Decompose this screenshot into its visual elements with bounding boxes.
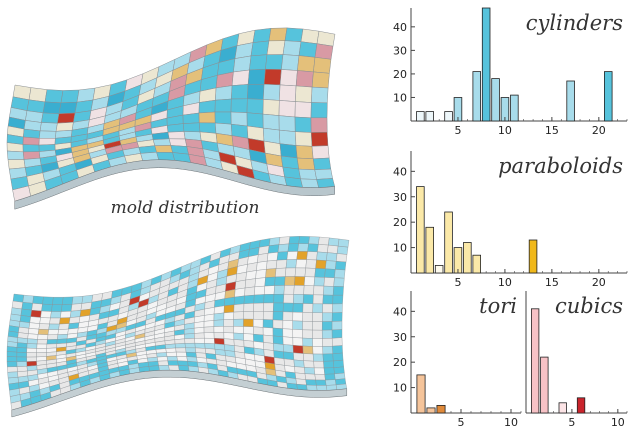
bar-paraboloids-3 [434, 264, 444, 274]
bar-cylinders-2 [425, 111, 434, 122]
y-tick-label: 40 [393, 21, 407, 34]
bar-cylinders-17 [566, 80, 575, 122]
x-tick-label: 20 [592, 124, 606, 137]
y-tick-label: 10 [393, 91, 407, 104]
bar-cubics-1 [531, 308, 540, 414]
mold-surface-coarse [6, 27, 336, 210]
histogram-cubics: 5 10 cubics [525, 291, 628, 429]
y-tick-label: 30 [393, 44, 407, 57]
bar-paraboloids-2 [425, 226, 434, 274]
bar-cylinders-21 [604, 71, 613, 122]
bar-cylinders-1 [416, 111, 425, 122]
x-tick-label: 10 [498, 276, 512, 289]
surface-edge [14, 159, 335, 210]
y-tick-label: 10 [393, 382, 407, 395]
x-tick-label: 5 [454, 124, 461, 137]
y-tick-label: 40 [393, 165, 407, 178]
y-tick-label: 20 [393, 356, 407, 369]
x-tick-label: 5 [568, 416, 575, 429]
bar-tori-2 [426, 407, 436, 414]
bar-cylinders-7 [472, 71, 481, 122]
bar-tori-1 [416, 374, 426, 414]
bar-cubics-2 [540, 356, 549, 414]
x-tick-label: 10 [611, 416, 625, 429]
y-tick-label: 10 [393, 242, 407, 255]
bar-cubics-6 [576, 397, 586, 414]
bar-paraboloids-7 [472, 254, 481, 274]
bar-paraboloids-1 [416, 186, 425, 274]
chart-title-cubics: cubics [555, 294, 623, 318]
y-tick-label: 20 [393, 68, 407, 81]
bar-paraboloids-6 [463, 242, 472, 274]
y-tick-label: 20 [393, 216, 407, 229]
histogram-cylinders: 5 10 15 20 10 20 30 40 cylinders [393, 7, 628, 137]
chart-title-cylinders: cylinders [526, 11, 623, 35]
surface-cells [6, 27, 336, 202]
x-tick-label: 10 [504, 416, 518, 429]
mold-surface-fine [6, 236, 350, 418]
x-tick-label: 15 [545, 124, 559, 137]
bar-cylinders-9 [491, 78, 500, 122]
surface-edge [11, 369, 348, 418]
y-tick-label: 30 [393, 191, 407, 204]
x-tick-label: 5 [458, 416, 465, 429]
x-tick-label: 10 [498, 124, 512, 137]
chart-title-tori: tori [479, 294, 517, 318]
bar-tori-3 [436, 404, 446, 414]
bar-paraboloids-4 [444, 211, 453, 274]
bar-cylinders-8 [481, 7, 491, 122]
caption: mold distribution [110, 198, 260, 218]
histogram-paraboloids: 5 10 15 20 10 20 30 40 paraboloids [393, 151, 628, 289]
surface-cells [6, 236, 350, 411]
x-tick-label: 15 [545, 276, 559, 289]
chart-title-paraboloids: paraboloids [498, 154, 623, 178]
bar-cylinders-11 [510, 94, 519, 122]
y-tick-label: 30 [393, 331, 407, 344]
x-tick-label: 20 [592, 276, 606, 289]
bar-cylinders-4 [444, 111, 453, 122]
bar-cubics-4 [558, 402, 567, 414]
y-tick-label: 40 [393, 305, 407, 318]
x-tick-label: 5 [454, 276, 461, 289]
bar-paraboloids-13 [528, 239, 538, 274]
histogram-tori: 5 10 10 20 30 40 tori [393, 291, 522, 429]
